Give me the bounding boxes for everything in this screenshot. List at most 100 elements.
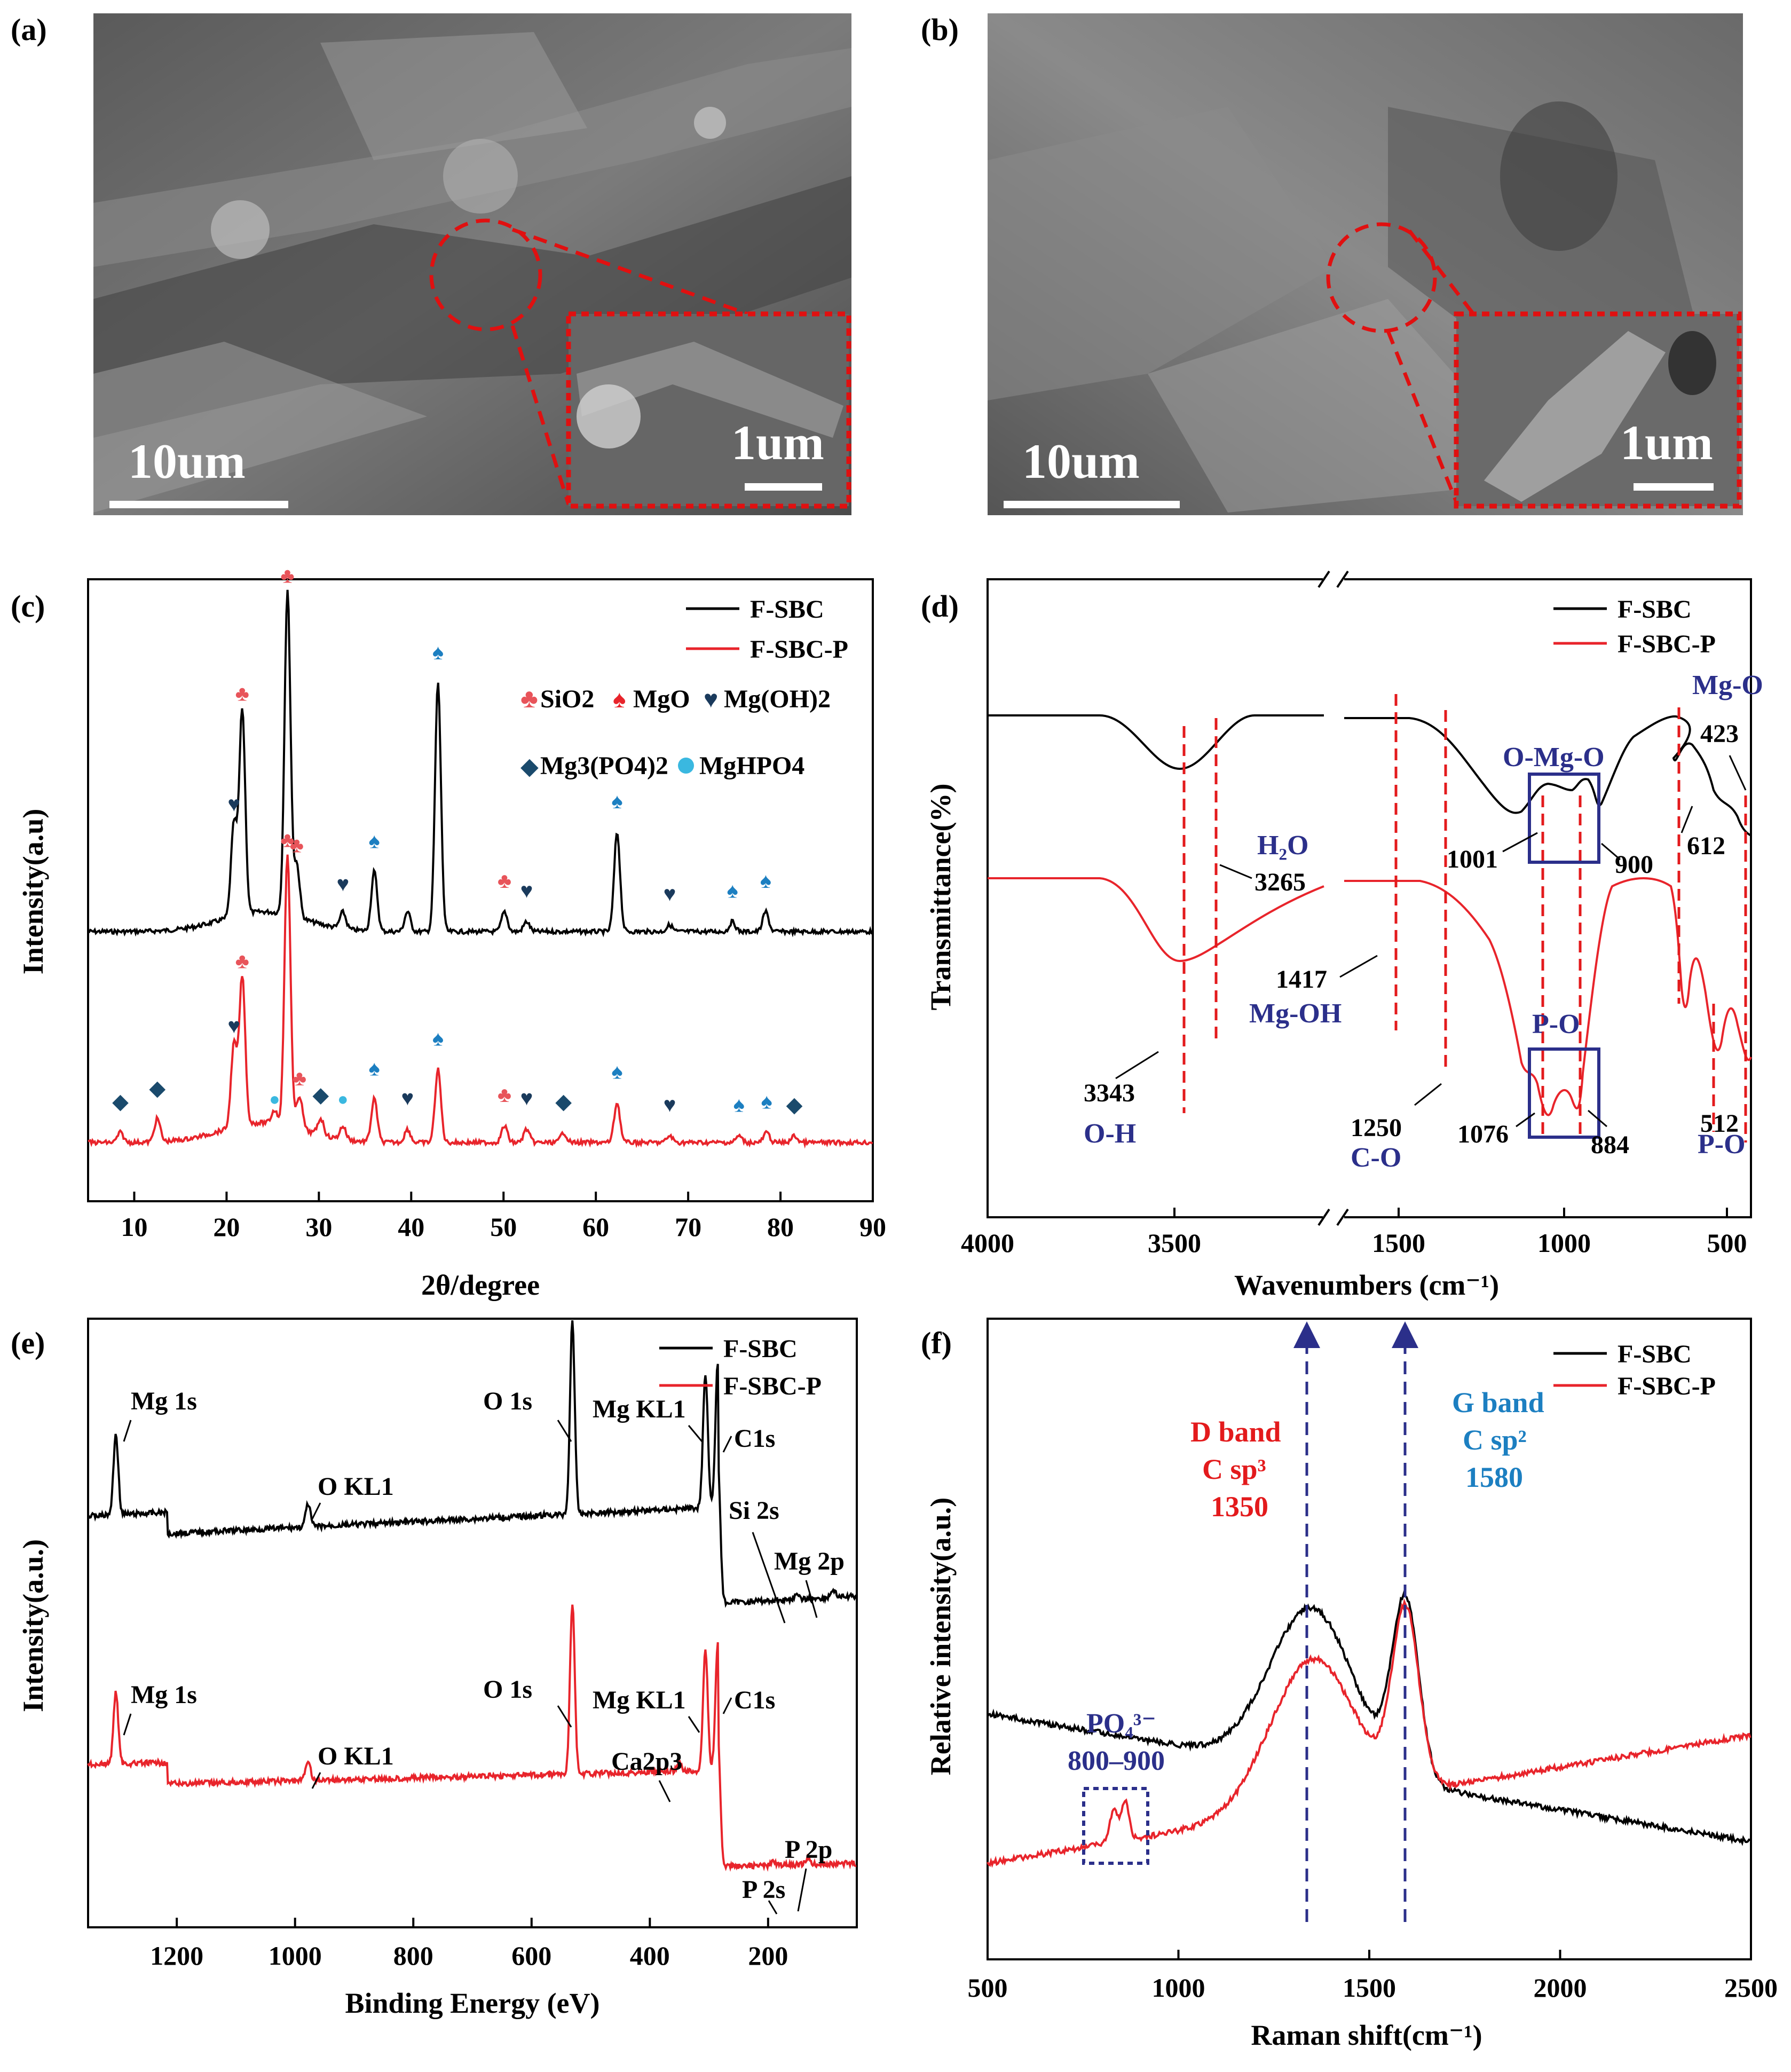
f-series-fsbc — [987, 1587, 1751, 1846]
d-xlabel: Wavenumbers (cm⁻¹) — [1234, 1269, 1499, 1301]
panel-e: (e) Intensity(a.u.) Binding Energy (eV) … — [11, 1318, 858, 2019]
c-phase-marker: ♣ — [293, 1066, 306, 1090]
c-phase-marker: ♠ — [760, 869, 771, 893]
c-frame — [87, 578, 874, 1202]
d-series-fsbcp-a — [988, 877, 1324, 963]
e-ann-mgkl1-b: Mg KL1 — [593, 1686, 686, 1714]
f-tick-label: 500 — [968, 1973, 1008, 2003]
sem-image-b: 10um 1um — [988, 13, 1743, 515]
c-phase-marker: ● — [337, 1090, 349, 1109]
c-phase-marker: ♥ — [227, 1014, 240, 1038]
d-ann-oh: O-H — [1084, 1118, 1136, 1149]
c-phase-marker: ♥ — [520, 1086, 533, 1110]
panel-b: (b) 10um 1um — [921, 12, 1743, 515]
f-xticks: 500 1000 1500 2000 2500 — [968, 1950, 1778, 2003]
c-phase-marker: ♠ — [727, 878, 738, 902]
e-ylabel: Intensity(a.u.) — [17, 1539, 49, 1712]
c-phase-marker: ♠ — [733, 1093, 745, 1117]
f-legend-fsbcp: F-SBC-P — [1618, 1372, 1716, 1400]
d-frame — [987, 578, 1752, 1218]
f-ann-po4-range: 800–900 — [1068, 1746, 1165, 1776]
d-box-po — [1528, 1047, 1600, 1139]
d-ann-mgo: Mg-O — [1692, 670, 1763, 700]
panel-d-label: (d) — [921, 589, 959, 624]
e-tick-label: 400 — [630, 1941, 670, 1971]
c-phase-marker: ♠ — [368, 1056, 380, 1080]
d-ann-omgo: O-Mg-O — [1503, 742, 1605, 773]
f-ann-d3: 1350 — [1211, 1491, 1268, 1523]
e-ann-okl1-b: O KL1 — [318, 1742, 394, 1770]
c-series-fsbc — [88, 589, 873, 937]
e-frame — [87, 1318, 858, 1928]
d-annotations: H₂O 3265 3343 O-H 1417 Mg-OH 1250 C-O O-… — [1084, 670, 1763, 1173]
d-ann-po2-a: 512 — [1700, 1109, 1739, 1138]
d-series-fsbc-b — [1344, 715, 1751, 837]
c-phase-marker: ♣ — [235, 682, 249, 706]
d-ann-omgo-a: 1001 — [1447, 845, 1498, 873]
f-ann-g2: C sp² — [1463, 1424, 1527, 1456]
d-legend-fsbc: F-SBC — [1618, 595, 1692, 624]
c-ylabel: Intensity(a.u) — [17, 809, 49, 975]
c-phase-marker: ♥ — [401, 1086, 414, 1110]
d-series-fsbc-a — [988, 714, 1324, 770]
d-ann-oh-val: 3343 — [1084, 1079, 1135, 1107]
d-axis-break — [1323, 571, 1344, 1225]
e-ann-mgkl1-a: Mg KL1 — [593, 1395, 686, 1423]
d-ann-h2o: H₂O — [1257, 830, 1308, 861]
d-ann-h2o-val: 3265 — [1255, 868, 1306, 896]
d-tick-1000: 1000 — [1537, 1228, 1591, 1258]
phase-mghpo4: MgHPO4 — [699, 752, 804, 780]
c-phase-marker: ♠ — [611, 1060, 622, 1084]
d-ann-co: C-O — [1351, 1143, 1401, 1173]
c-tick-label: 10 — [121, 1212, 147, 1242]
e-ann-ca2p3: Ca2p3 — [611, 1747, 682, 1776]
e-series-fsbcp — [87, 1604, 857, 1872]
d-ann-mgoh: Mg-OH — [1249, 998, 1342, 1029]
d-ann-mgo-b: 612 — [1687, 832, 1725, 860]
d-tick-3500: 3500 — [1148, 1228, 1201, 1258]
d-tick-500: 500 — [1707, 1228, 1747, 1258]
c-tick-label: 80 — [767, 1212, 794, 1242]
f-annotations: D band C sp³ 1350 G band C sp² 1580 PO₄³… — [1068, 1386, 1544, 1776]
sem-a-scale-main: 10um — [128, 434, 246, 489]
e-ann-c1s-a: C1s — [734, 1424, 775, 1453]
c-phase-marker: ◆ — [112, 1089, 129, 1113]
panel-d: (d) Transmittance(%) Wavenumbers (cm⁻¹) … — [921, 570, 1763, 1301]
mghpo4-dot-icon — [678, 758, 694, 774]
c-tick-label: 60 — [582, 1212, 609, 1242]
sem-b-scale-main: 10um — [1022, 434, 1140, 489]
e-series-fsbc — [87, 1320, 857, 1608]
c-phase-marker: ◆ — [786, 1093, 803, 1117]
f-xlabel: Raman shift(cm⁻¹) — [1251, 2019, 1482, 2051]
phase-mg3po42: Mg3(PO4)2 — [540, 752, 668, 780]
e-ann-p2s: P 2s — [742, 1876, 785, 1904]
c-phase-marker: ◆ — [555, 1089, 572, 1113]
f-tick-label: 2500 — [1724, 1973, 1778, 2003]
d-ann-co-val: 1250 — [1351, 1114, 1402, 1142]
c-phase-markers: ♣♣♣♥♥♠♠♣ ♥♠♥ ♠ ♠◆◆♥♣●♣♣◆ ●♠♥♠♣ ♥ ◆♠♥ ♠ ♠ ◆ — [112, 564, 802, 1117]
e-ann-mg1s-a: Mg 1s — [131, 1387, 197, 1415]
c-tick-label: 40 — [398, 1212, 424, 1242]
d-series-fsbcp-b — [1344, 877, 1752, 1116]
d-ann-mgo-a: 423 — [1700, 720, 1739, 748]
e-tick-label: 1000 — [269, 1941, 322, 1971]
f-ann-g3: 1580 — [1465, 1461, 1523, 1493]
panel-e-label: (e) — [11, 1326, 45, 1360]
e-ann-o1s-a: O 1s — [483, 1387, 532, 1415]
c-phase-marker: ♥ — [664, 1093, 676, 1117]
c-phase-marker: ♣ — [498, 1083, 511, 1107]
mg3po42-diamond-icon: ◆ — [520, 753, 539, 779]
d-ann-po1: P-O — [1532, 1009, 1580, 1039]
panel-b-label: (b) — [921, 12, 959, 47]
f-ann-d1: D band — [1190, 1416, 1281, 1448]
d-ylabel: Transmittance(%) — [925, 784, 957, 1011]
d-ann-omgo-b: 900 — [1615, 850, 1653, 879]
c-phase-marker: ♠ — [368, 829, 380, 853]
c-phase-marker: ♥ — [227, 792, 240, 816]
panel-c: (c) Intensity(a.u) 2θ/degree 10 20 30 40 50 6… — [11, 564, 886, 1301]
f-series-fsbcp — [987, 1598, 1751, 1868]
c-phase-marker: ♥ — [520, 878, 533, 902]
panel-a: (a) 10um 1um — [11, 12, 851, 515]
c-phase-marker: ♠ — [611, 789, 622, 813]
